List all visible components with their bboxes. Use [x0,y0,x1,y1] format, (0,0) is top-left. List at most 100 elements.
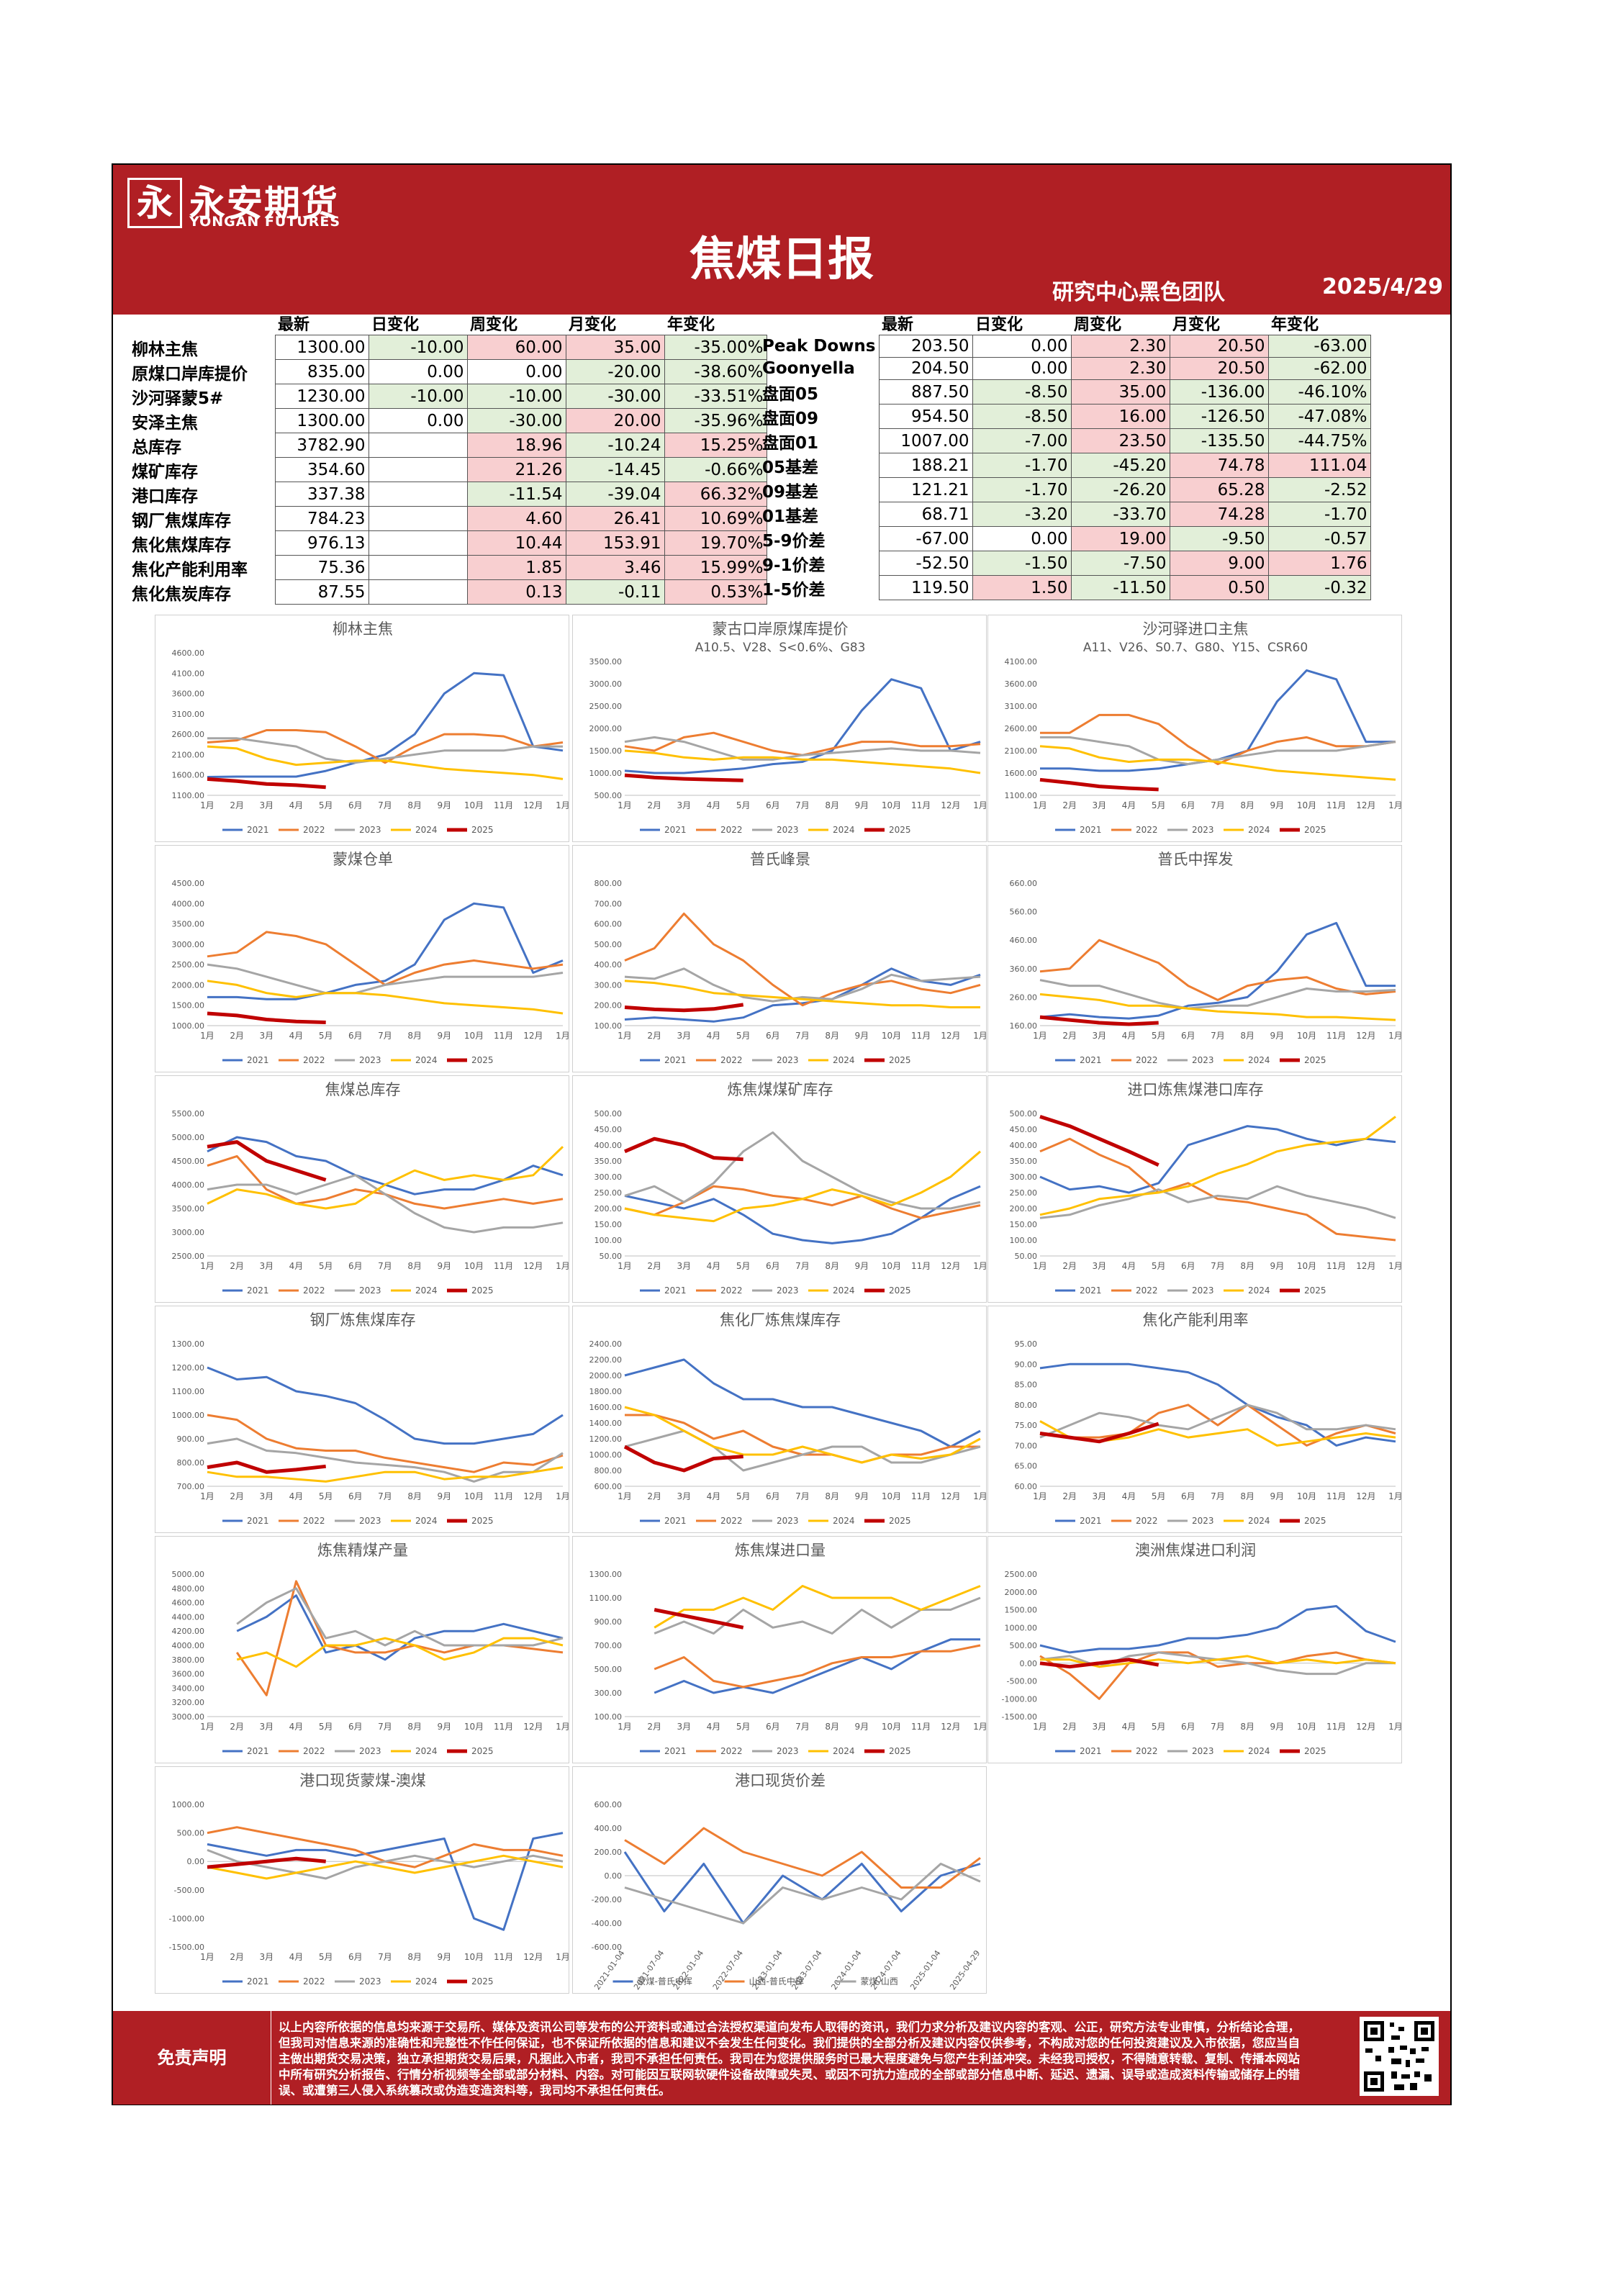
x-tick-label: 6月 [348,1261,363,1271]
series-line-2024 [207,1146,564,1210]
x-tick-label: 7月 [1211,1491,1225,1501]
chart-panel: 炼焦煤煤矿库存 500.00 450.00 400.00 350.00 300.00 250… [572,1075,987,1303]
x-tick-label: 2021-01-04 [592,1948,626,1992]
legend-label: 2022 [720,825,743,835]
y-tick-label: 1500.00 [1005,1606,1038,1615]
x-tick-label: 1月 [973,1722,987,1732]
chart-svg: 焦煤总库存 5500.00 5000.00 4500.00 4000.00 3500.00… [172,1081,570,1296]
cell-year: 0.53% [664,579,767,605]
y-tick-label: 700.00 [595,899,623,908]
table-row: 总库存 3782.90 18.96 -10.24 15.25% [113,433,767,458]
cell-week: -30.00 [466,408,566,433]
x-tick-label: 8月 [1240,1491,1254,1501]
x-tick-label: 1月 [618,1491,632,1501]
cell-week: -33.70 [1070,502,1170,527]
x-tick-label: 9月 [855,800,869,810]
x-tick-label: 4月 [1122,1491,1136,1501]
x-tick-label: 6月 [766,1722,780,1732]
column-header: 年变化 [667,316,715,334]
y-tick-label: 460.00 [1010,936,1038,945]
chart-title: 蒙古口岸原煤库提价 [713,620,849,638]
table-row: 1-5价差 119.50 1.50 -11.50 0.50 -0.32 [761,575,1371,600]
x-tick-label: 8月 [825,1031,839,1041]
x-tick-label: 6月 [1181,1031,1195,1041]
row-label: Goonyella [762,359,855,378]
y-tick-label: -600.00 [592,1943,622,1952]
x-tick-label: 11月 [1326,1491,1346,1501]
x-tick-label: 1月 [200,800,214,810]
chart-title: 钢厂炼焦煤库存 [310,1311,416,1329]
x-tick-label: 6月 [348,1722,363,1732]
chart-panel: 沙河驿进口主焦 A11、V26、S0.7、G80、Y15、CSR60 4100.00… [987,615,1403,842]
cell-year: -47.08% [1267,404,1371,429]
cell-latest: 1007.00 [878,428,973,453]
chart-panel: 港口现货蒙煤-澳煤 1000.00 500.00 0.00 -500.00 -1000.0… [155,1766,570,1994]
x-tick-label: 4月 [289,1031,304,1041]
legend-label: 2025 [889,1285,911,1296]
legend-label: 2025 [1304,825,1326,835]
series-line-2025 [207,1856,326,1869]
cell-month: -135.50 [1169,428,1269,453]
x-tick-label: 1月 [200,1722,214,1732]
column-header: 日变化 [371,316,420,334]
series-line-2025 [654,1608,744,1630]
y-tick-label: -1000.00 [1002,1694,1037,1704]
legend-label: 2022 [1136,1746,1158,1756]
row-label: 安泽主焦 [132,413,198,433]
y-tick-label: 1400.00 [589,1419,623,1428]
y-tick-label: 1600.00 [1005,769,1038,778]
cell-year: 1.76 [1267,551,1371,576]
x-tick-label: 1月 [556,800,570,810]
chart-title: 港口现货价差 [735,1772,826,1789]
x-tick-label: 6月 [766,1261,780,1271]
x-tick-label: 6月 [348,800,363,810]
row-label: 1-5价差 [762,580,826,600]
cell-day [368,530,468,556]
y-tick-label: 1100.00 [589,1594,623,1603]
x-tick-label: 1月 [556,1491,570,1501]
legend-label: 2023 [359,825,381,835]
chart-svg: 蒙煤仓单 4500.00 4000.00 3500.00 3000.00 2500.00 2… [172,851,570,1065]
legend-label: 2022 [303,1055,325,1065]
x-tick-label: 11月 [1326,800,1346,810]
y-tick-label: 2100.00 [172,750,205,759]
y-tick-label: 4600.00 [172,648,205,658]
cell-latest: 203.50 [878,335,973,358]
x-tick-label: 6月 [1181,800,1195,810]
y-tick-label: 3800.00 [172,1655,205,1665]
series-line-蒙煤-山西 [624,1863,981,1925]
series-line-2023 [624,1429,981,1472]
x-tick-label: 10月 [464,1261,484,1271]
row-label: 焦化产能利用率 [132,560,248,579]
x-tick-label: 5月 [319,800,333,810]
legend-label: 2022 [1136,1055,1158,1065]
x-tick-label: 4月 [707,800,721,810]
cell-year: -35.00% [664,335,767,360]
x-tick-label: 5月 [736,1722,751,1732]
table-row: Goonyella 204.50 0.00 2.30 20.50 -62.00 [761,357,1371,380]
x-tick-label: 7月 [795,1722,810,1732]
cell-latest: 121.21 [878,477,973,502]
x-tick-label: 2月 [230,1952,244,1962]
x-tick-label: 10月 [1297,1261,1316,1271]
x-tick-label: 6月 [766,800,780,810]
logo-text-en: YONGAN FUTURES [189,214,341,230]
series-line-2021 [207,902,564,1000]
legend-label: 2023 [1192,1746,1214,1756]
x-tick-label: 5月 [319,1952,333,1962]
cell-day: 1.50 [972,575,1072,600]
series-line-2022 [1039,1404,1396,1447]
y-tick-label: 200.00 [595,1848,623,1857]
y-tick-label: 2000.00 [1005,1588,1038,1597]
row-label: 沙河驿蒙5# [132,389,224,408]
cell-year: 10.69% [664,506,767,531]
x-tick-label: 1月 [556,1261,570,1271]
y-tick-label: 900.00 [595,1617,623,1627]
legend-label: 2023 [359,1746,381,1756]
x-tick-label: 10月 [1297,800,1316,810]
y-tick-label: 1100.00 [172,791,205,800]
cell-latest: -52.50 [878,551,973,576]
cell-week: 2.30 [1070,357,1170,380]
y-tick-label: 200.00 [1010,1204,1038,1213]
series-line-2022 [1039,1137,1396,1242]
